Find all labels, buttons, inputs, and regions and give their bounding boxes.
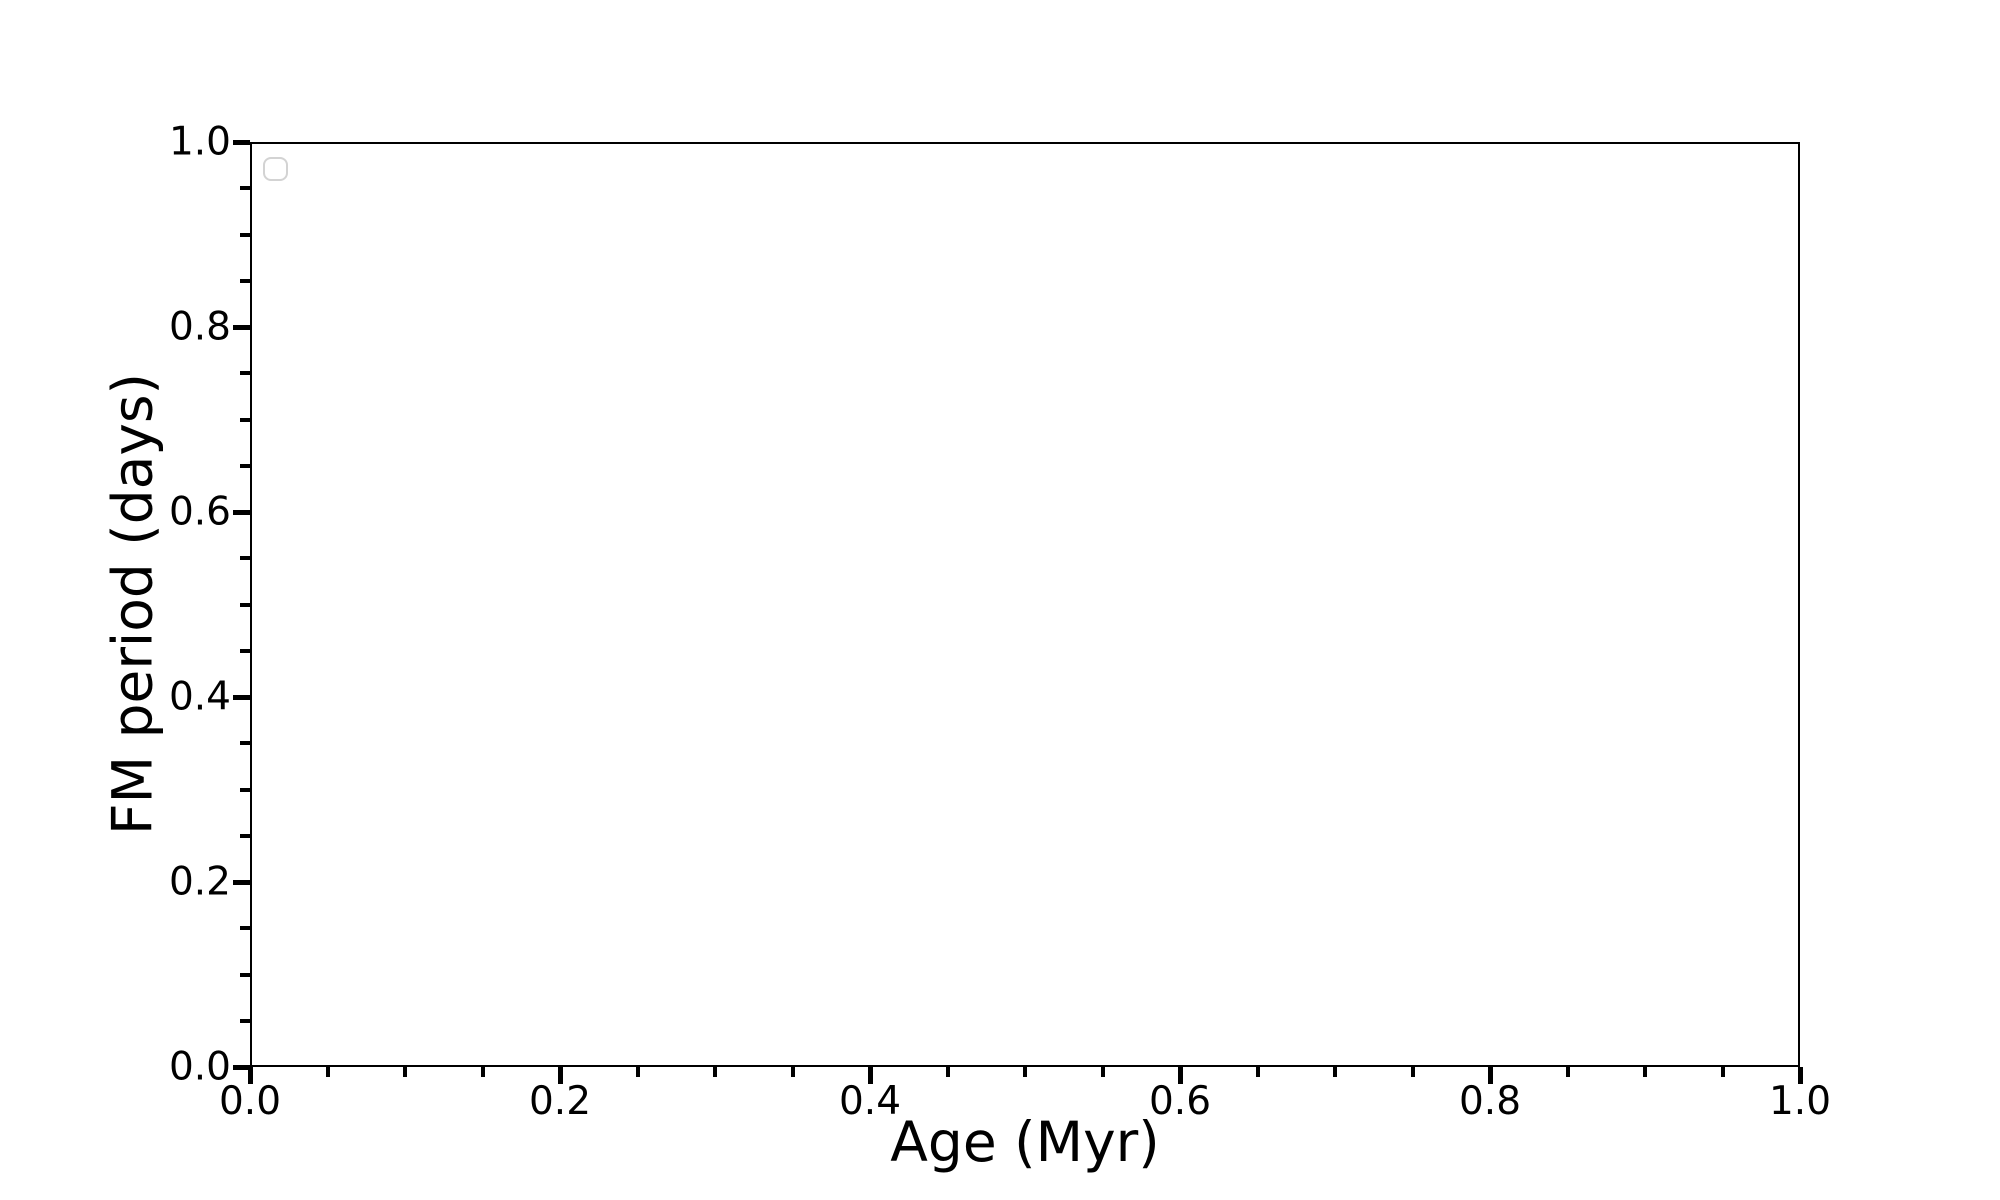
x-minor-tick — [1100, 1067, 1105, 1077]
x-minor-tick — [403, 1067, 407, 1077]
x-minor-tick — [790, 1067, 795, 1077]
x-major-tick — [557, 1067, 563, 1084]
x-minor-tick — [1643, 1067, 1647, 1077]
x-tick-label: 0.8 — [1458, 1079, 1522, 1124]
y-tick-label: 0.4 — [168, 674, 231, 720]
x-axis-label: Age (Myr) — [890, 1110, 1160, 1174]
y-major-tick — [233, 879, 250, 885]
y-major-tick — [233, 324, 250, 330]
y-tick-label: 0.0 — [168, 1044, 231, 1090]
x-major-tick — [1177, 1067, 1183, 1084]
y-tick-label: 0.2 — [168, 859, 231, 905]
y-minor-tick — [240, 741, 250, 746]
y-tick-label: 0.8 — [168, 304, 231, 350]
y-axis-label: FM period (days) — [100, 373, 165, 835]
x-minor-tick — [480, 1067, 485, 1077]
x-minor-tick — [325, 1067, 330, 1077]
x-tick-label: 1.0 — [1768, 1079, 1832, 1124]
x-minor-tick — [1565, 1067, 1570, 1077]
x-major-tick — [247, 1067, 253, 1084]
y-major-tick — [233, 509, 250, 515]
legend — [263, 157, 288, 181]
y-tick-label: 0.6 — [168, 489, 231, 535]
y-minor-tick — [240, 186, 250, 191]
y-major-tick — [233, 694, 250, 700]
x-minor-tick — [635, 1067, 640, 1077]
x-minor-tick — [1255, 1067, 1260, 1077]
y-tick-label: 1.0 — [168, 119, 231, 165]
y-minor-tick — [240, 648, 250, 653]
x-minor-tick — [1720, 1067, 1725, 1077]
y-minor-tick — [240, 278, 250, 283]
y-minor-tick — [240, 232, 250, 237]
x-minor-tick — [945, 1067, 950, 1077]
y-minor-tick — [240, 972, 250, 977]
y-minor-tick — [240, 371, 250, 376]
x-tick-label: 0.0 — [218, 1079, 282, 1124]
y-minor-tick — [240, 1018, 250, 1023]
y-minor-tick — [240, 926, 250, 931]
x-minor-tick — [713, 1067, 717, 1077]
x-major-tick — [1487, 1067, 1493, 1084]
x-minor-tick — [1333, 1067, 1337, 1077]
y-major-tick — [233, 1064, 250, 1070]
y-minor-tick — [240, 602, 250, 607]
y-minor-tick — [240, 833, 250, 838]
x-tick-label: 0.2 — [528, 1079, 592, 1124]
y-minor-tick — [240, 463, 250, 468]
y-minor-tick — [240, 417, 250, 422]
plot-area — [250, 142, 1800, 1067]
x-major-tick — [867, 1067, 873, 1084]
x-minor-tick — [1023, 1067, 1027, 1077]
x-major-tick — [1797, 1067, 1803, 1084]
y-major-tick — [233, 139, 250, 145]
x-minor-tick — [1410, 1067, 1415, 1077]
y-minor-tick — [240, 787, 250, 792]
y-minor-tick — [240, 556, 250, 561]
